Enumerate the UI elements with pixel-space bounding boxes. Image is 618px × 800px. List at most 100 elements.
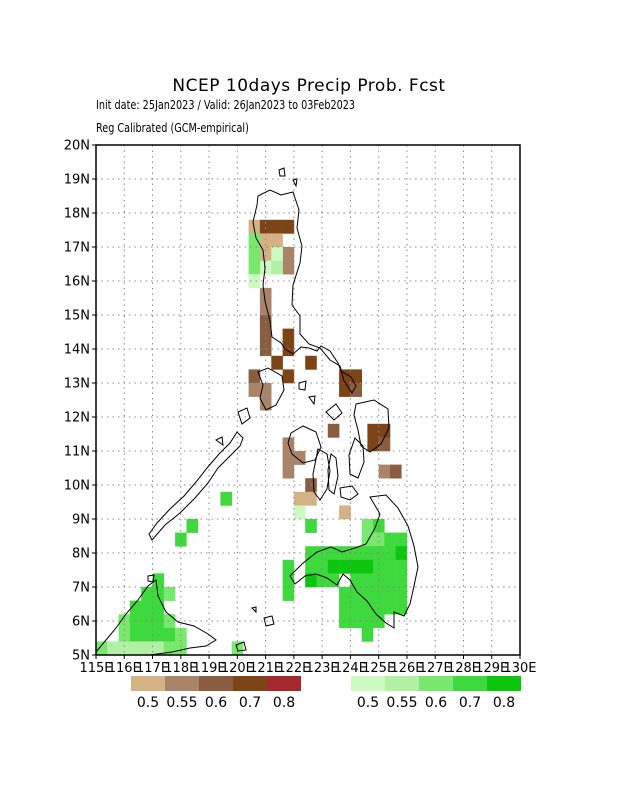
lat-tick-label: 16N xyxy=(64,275,90,290)
dry-probability-cell xyxy=(367,423,379,438)
page-title: NCEP 10days Precip Prob. Fcst xyxy=(172,76,446,96)
wet-legend-label: 0.8 xyxy=(493,695,515,711)
coast-babuyan xyxy=(278,167,286,177)
wet-legend-label: 0.7 xyxy=(459,695,481,711)
wet-probability-cell xyxy=(248,260,261,275)
wet-probability-cell xyxy=(96,641,108,655)
lon-tick-label: 121E xyxy=(249,661,282,676)
dry-probability-cell xyxy=(282,247,295,261)
lat-tick-label: 14N xyxy=(64,343,90,358)
wet-probability-cell xyxy=(141,600,153,615)
dry-probability-cell xyxy=(282,342,295,357)
dry-probability-cell xyxy=(339,369,351,384)
wet-probability-cell xyxy=(395,546,408,561)
wet-probability-cell xyxy=(327,559,340,574)
wet-probability-cell xyxy=(384,587,396,601)
wet-legend-label: 0.5 xyxy=(357,695,379,711)
wet-probability-cell xyxy=(395,587,408,601)
coast-banggi xyxy=(147,574,155,583)
coast-calamian xyxy=(237,407,251,425)
coast-sulu-small xyxy=(251,606,257,614)
wet-probability-cell xyxy=(361,519,374,533)
coast-panay xyxy=(287,425,322,464)
dry-legend-swatch xyxy=(165,676,199,691)
lat-tick-label: 17N xyxy=(64,241,90,256)
lat-tick-label: 8N xyxy=(72,547,90,562)
dry-probability-cell xyxy=(282,369,295,384)
wet-probability-cell xyxy=(350,559,362,574)
dry-probability-cell xyxy=(305,491,317,506)
wet-probability-cell xyxy=(163,627,176,642)
lon-tick-label: 119E xyxy=(193,661,226,676)
wet-probability-cell xyxy=(339,600,351,615)
dry-legend-label: 0.55 xyxy=(166,695,197,711)
dry-probability-cell xyxy=(378,437,391,452)
lat-tick-label: 15N xyxy=(64,309,90,324)
coast-basilan xyxy=(263,615,275,627)
wet-probability-cell xyxy=(129,641,142,655)
wet-probability-cell xyxy=(361,532,374,547)
dry-legend-swatch xyxy=(267,676,301,691)
wet-probability-cell xyxy=(175,641,187,655)
wet-probability-cell xyxy=(107,641,119,655)
lon-tick-label: 120E xyxy=(221,661,254,676)
lat-tick-label: 6N xyxy=(72,615,90,630)
wet-probability-cell xyxy=(152,587,165,601)
lon-tick-label: 128E xyxy=(447,661,480,676)
wet-legend-swatch xyxy=(385,676,419,691)
wet-probability-cell xyxy=(350,587,362,601)
wet-probability-cell xyxy=(350,600,362,615)
wet-probability-cell xyxy=(186,519,199,533)
wet-probability-cell xyxy=(339,559,351,574)
lat-tick-label: 20N xyxy=(64,139,90,154)
lat-tick-label: 18N xyxy=(64,207,90,222)
dry-legend-label: 0.8 xyxy=(273,695,295,711)
coast-palawan xyxy=(148,431,244,541)
dry-probability-cell xyxy=(293,451,306,465)
wet-probability-cell xyxy=(395,600,408,615)
dry-probability-cell xyxy=(350,369,362,384)
dry-legend-swatch xyxy=(199,676,233,691)
wet-probability-cell xyxy=(305,559,317,574)
lon-tick-label: 124E xyxy=(334,661,367,676)
wet-probability-cell xyxy=(373,532,385,547)
wet-probability-cell xyxy=(316,559,329,574)
coast-masbate xyxy=(325,403,343,421)
coast-mindanao xyxy=(289,494,419,629)
dry-probability-cell xyxy=(259,233,272,248)
dry-probability-cell xyxy=(248,219,261,234)
coast-negros xyxy=(312,448,331,501)
wet-legend-swatch xyxy=(419,676,453,691)
wet-probability-cell xyxy=(118,641,131,655)
axis-tick-labels: 5N 6N 7N 8N 9N 10N 11N 12N 13N 14N 15N 16N 17N 18N 19N… xyxy=(64,139,537,677)
wet-probability-cell xyxy=(248,247,261,261)
dry-probability-cell xyxy=(282,451,295,465)
lat-tick-label: 7N xyxy=(72,581,90,596)
calibration-subtitle: Reg Calibrated (GCM-empirical) xyxy=(96,120,249,135)
wet-legend-swatch xyxy=(487,676,521,691)
dry-legend-label: 0.5 xyxy=(137,695,159,711)
wet-probability-cell xyxy=(293,505,306,520)
wet-legend-label: 0.55 xyxy=(386,695,417,711)
dry-probability-cell xyxy=(367,437,379,452)
wet-legend-swatch xyxy=(351,676,385,691)
wet-probability-cell xyxy=(152,641,165,655)
wet-probability-cell xyxy=(361,627,374,642)
wet-probability-cell xyxy=(361,573,374,588)
wet-probability-cell xyxy=(152,614,165,629)
coast-mindoro xyxy=(257,367,285,411)
wet-probability-cell xyxy=(220,491,232,506)
dry-probability-cell xyxy=(259,301,272,316)
lat-tick-label: 10N xyxy=(64,479,90,494)
dry-probability-cell xyxy=(259,328,272,343)
dry-probability-cell xyxy=(271,233,283,248)
dry-legend-label: 0.6 xyxy=(205,695,227,711)
dry-probability-cell xyxy=(282,219,295,234)
wet-probability-cell xyxy=(141,641,153,655)
wet-probability-cell xyxy=(141,627,153,642)
dry-probability-cell xyxy=(378,464,391,479)
wet-probability-cell xyxy=(384,532,396,547)
lon-tick-label: 115E xyxy=(79,661,112,676)
lon-tick-label: 125E xyxy=(362,661,395,676)
wet-probability-cell xyxy=(282,559,295,574)
